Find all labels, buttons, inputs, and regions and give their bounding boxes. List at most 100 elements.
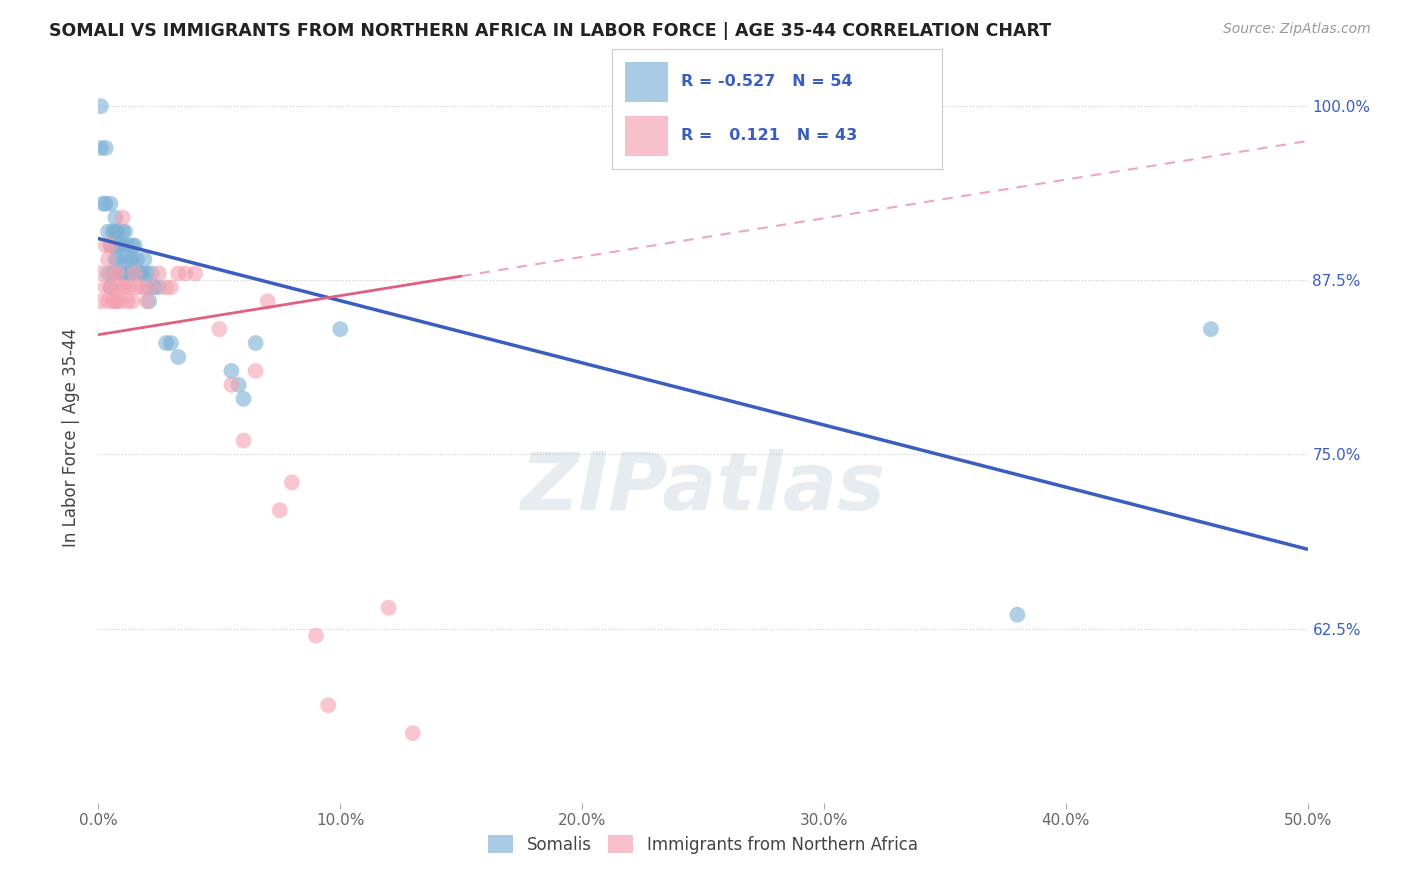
Point: [256, 294, 278, 309]
Point: [118, 252, 141, 267]
Point: [104, 294, 127, 309]
Bar: [624, 117, 668, 156]
Point: [167, 266, 190, 280]
Point: [402, 726, 425, 740]
Point: [104, 211, 127, 225]
Point: [269, 503, 291, 517]
Point: [107, 225, 129, 239]
Point: [1199, 322, 1222, 336]
Point: [155, 336, 177, 351]
Point: [101, 266, 124, 280]
Point: [90, 266, 112, 280]
Point: [121, 294, 143, 309]
Point: [148, 280, 170, 294]
Point: [329, 322, 352, 336]
Point: [107, 294, 129, 309]
Point: [135, 280, 157, 294]
Point: [100, 238, 122, 252]
Point: [208, 322, 231, 336]
Point: [108, 266, 131, 280]
Point: [114, 252, 136, 267]
Text: R = -0.527   N = 54: R = -0.527 N = 54: [681, 74, 852, 89]
Point: [108, 238, 131, 252]
Point: [90, 141, 112, 155]
Point: [118, 280, 141, 294]
Text: ZIPatlas: ZIPatlas: [520, 450, 886, 527]
Point: [135, 294, 157, 309]
Point: [131, 280, 153, 294]
Point: [118, 266, 141, 280]
Point: [94, 280, 117, 294]
Point: [138, 294, 160, 309]
Point: [114, 225, 136, 239]
Point: [148, 266, 170, 280]
Point: [1007, 607, 1029, 622]
Point: [107, 252, 129, 267]
Point: [100, 238, 122, 252]
Point: [141, 266, 163, 280]
Point: [91, 196, 114, 211]
Point: [184, 266, 207, 280]
Point: [104, 280, 127, 294]
Point: [107, 238, 129, 252]
Point: [121, 238, 143, 252]
Point: [155, 280, 177, 294]
Point: [111, 225, 134, 239]
Point: [160, 336, 183, 351]
Point: [316, 698, 339, 713]
Point: [232, 392, 254, 406]
Point: [221, 364, 243, 378]
Point: [134, 252, 156, 267]
Point: [94, 238, 117, 252]
Point: [111, 280, 134, 294]
Point: [121, 252, 143, 267]
Point: [108, 294, 131, 309]
Point: [117, 266, 139, 280]
Point: [104, 225, 127, 239]
Point: [167, 350, 190, 364]
Point: [127, 252, 149, 267]
Point: [135, 266, 157, 280]
Point: [94, 141, 117, 155]
Point: [160, 280, 183, 294]
Point: [232, 434, 254, 448]
Point: [127, 280, 149, 294]
Point: [111, 238, 134, 252]
Point: [97, 252, 120, 267]
Point: [111, 266, 134, 280]
Point: [101, 294, 124, 309]
Point: [124, 238, 146, 252]
Point: [107, 266, 129, 280]
Text: R =   0.121   N = 43: R = 0.121 N = 43: [681, 128, 858, 144]
Point: [117, 238, 139, 252]
Text: SOMALI VS IMMIGRANTS FROM NORTHERN AFRICA IN LABOR FORCE | AGE 35-44 CORRELATION: SOMALI VS IMMIGRANTS FROM NORTHERN AFRIC…: [49, 22, 1052, 40]
Point: [100, 280, 122, 294]
Point: [143, 280, 166, 294]
Point: [97, 225, 120, 239]
Point: [104, 252, 127, 267]
Point: [111, 211, 134, 225]
Point: [90, 294, 112, 309]
Point: [131, 266, 153, 280]
Point: [221, 377, 243, 392]
Point: [377, 600, 399, 615]
Point: [101, 238, 124, 252]
Point: [100, 196, 122, 211]
Point: [124, 266, 146, 280]
Point: [101, 266, 124, 280]
Bar: [624, 62, 668, 102]
Point: [114, 280, 136, 294]
Point: [97, 266, 120, 280]
Point: [97, 294, 120, 309]
Point: [228, 377, 250, 392]
Point: [117, 294, 139, 309]
Legend: Somalis, Immigrants from Northern Africa: Somalis, Immigrants from Northern Africa: [482, 829, 924, 860]
Text: Source: ZipAtlas.com: Source: ZipAtlas.com: [1223, 22, 1371, 37]
Y-axis label: In Labor Force | Age 35-44: In Labor Force | Age 35-44: [62, 327, 80, 547]
Point: [90, 99, 112, 113]
Point: [281, 475, 304, 490]
Point: [141, 280, 163, 294]
Point: [94, 196, 117, 211]
Point: [245, 336, 267, 351]
Point: [101, 225, 124, 239]
